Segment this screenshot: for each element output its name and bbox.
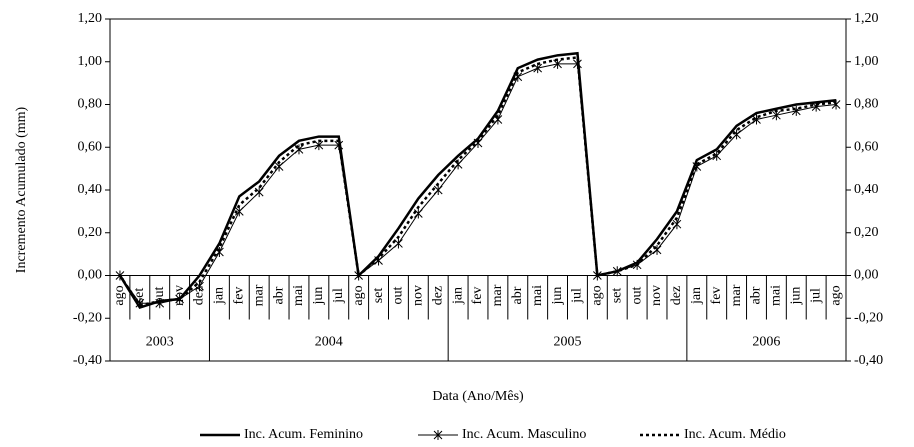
x-axis-title: Data (Ano/Mês): [432, 389, 524, 404]
y-tick-label: 1,00: [78, 54, 103, 69]
x-tick-label: jul: [808, 288, 823, 304]
x-tick-label: out: [629, 286, 644, 304]
y2-tick-label: -0,40: [854, 353, 883, 368]
point-marker: [712, 150, 722, 161]
x-tick-label: mai: [530, 285, 545, 306]
point-marker: [234, 206, 244, 217]
x-tick-label: fev: [470, 287, 485, 305]
y-tick-label: -0,40: [73, 353, 102, 368]
legend-label: Inc. Acum. Masculino: [462, 427, 586, 442]
y2-tick-label: 0,40: [854, 182, 879, 197]
x-tick-label: nov: [411, 285, 426, 306]
y2-tick-label: 0,20: [854, 225, 879, 240]
y-tick-label: -0,20: [73, 310, 102, 325]
x-tick-label: abr: [271, 286, 286, 304]
point-marker: [831, 99, 841, 110]
y-axis-title: Incremento Acumulado (mm): [14, 106, 29, 273]
y2-tick-label: 0,60: [854, 139, 879, 154]
point-marker: [652, 244, 662, 255]
x-tick-label: jan: [689, 287, 704, 305]
year-label: 2006: [752, 334, 780, 349]
x-tick-label: mar: [729, 284, 744, 306]
x-tick-label: out: [391, 286, 406, 304]
x-tick-label: nov: [649, 285, 664, 306]
x-tick-label: jun: [550, 287, 565, 306]
x-tick-label: set: [609, 288, 624, 304]
x-tick-label: mai: [769, 285, 784, 306]
year-label: 2003: [146, 334, 174, 349]
point-marker: [394, 238, 403, 249]
x-tick-label: dez: [669, 286, 684, 305]
x-tick-label: ago: [590, 285, 605, 305]
point-marker: [433, 185, 443, 195]
x-tick-label: ago: [112, 285, 127, 305]
x-tick-label: jun: [788, 287, 803, 306]
year-label: 2005: [554, 334, 582, 349]
legend-label: Inc. Acum. Feminino: [244, 427, 363, 442]
y-tick-label: 0,80: [78, 97, 103, 112]
x-tick-label: jun: [311, 287, 326, 306]
point-marker: [612, 266, 622, 277]
x-tick-label: mar: [251, 284, 266, 306]
x-tick-label: jan: [212, 287, 227, 305]
y2-tick-label: 0,80: [854, 97, 879, 112]
x-tick-label: abr: [749, 286, 764, 304]
series-line: [118, 51, 837, 310]
x-tick-label: fev: [232, 287, 247, 305]
point-marker: [195, 281, 204, 292]
y2-tick-label: 0,00: [854, 268, 879, 283]
y-tick-label: 0,60: [78, 139, 103, 154]
x-tick-label: ago: [828, 285, 843, 305]
point-marker: [672, 219, 682, 230]
series-line: [119, 63, 837, 304]
year-label: 2004: [315, 334, 343, 349]
x-tick-label: set: [371, 288, 386, 304]
y2-tick-label: 1,00: [854, 54, 879, 69]
x-tick-label: fev: [709, 287, 724, 305]
x-tick-label: mai: [291, 285, 306, 306]
x-tick-label: jan: [450, 287, 465, 305]
series-line: [118, 56, 837, 307]
x-tick-label: dez: [192, 286, 207, 305]
point-marker: [215, 246, 224, 257]
y2-tick-label: 1,20: [854, 11, 879, 26]
x-tick-label: abr: [510, 286, 525, 304]
x-tick-label: jul: [570, 288, 585, 304]
x-tick-label: dez: [430, 286, 445, 305]
point-marker: [374, 255, 383, 266]
x-tick-label: jul: [331, 288, 346, 304]
x-tick-label: mar: [490, 284, 505, 306]
point-marker: [413, 208, 423, 219]
x-tick-label: ago: [351, 285, 366, 305]
y-tick-label: 0,20: [78, 225, 103, 240]
legend-marker: [433, 430, 443, 440]
legend-label: Inc. Acum. Médio: [684, 427, 786, 442]
y-tick-label: 1,20: [78, 11, 103, 26]
y-tick-label: 0,40: [78, 182, 103, 197]
plot-frame: [109, 18, 847, 362]
y2-tick-label: -0,20: [854, 310, 883, 325]
y-tick-label: 0,00: [78, 268, 103, 283]
